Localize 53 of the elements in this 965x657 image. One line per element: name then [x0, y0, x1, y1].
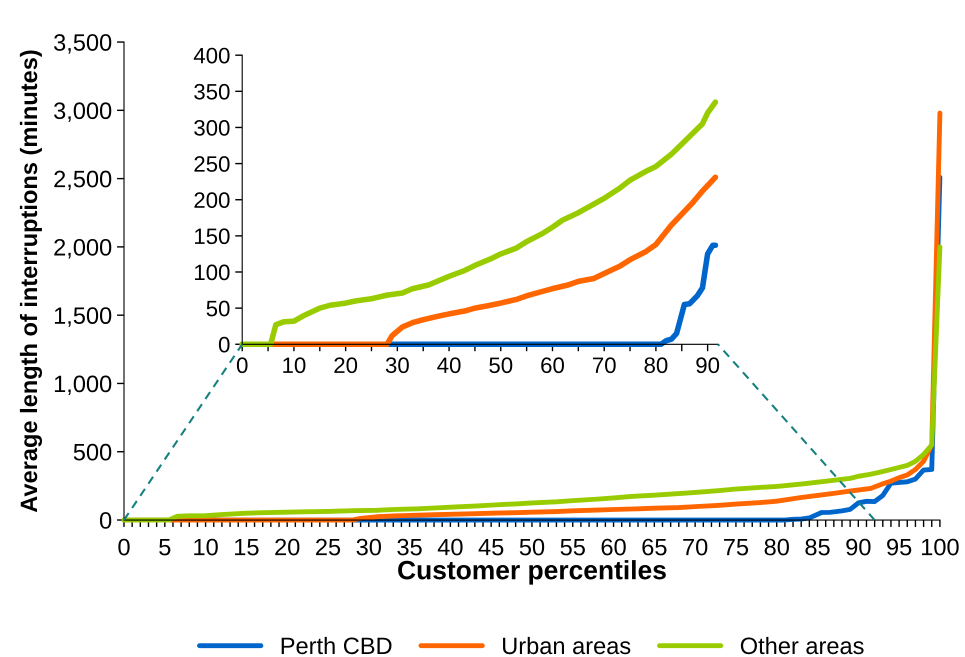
y-tick-label: 100: [195, 264, 230, 280]
x-tick-label: 35: [397, 538, 422, 556]
y-tick-label: 3,000: [54, 102, 112, 122]
x-tick-label: 85: [805, 538, 830, 556]
x-tick-label: 50: [489, 357, 512, 374]
x-tick-label: 90: [696, 357, 720, 374]
x-tick-label: 15: [235, 538, 259, 556]
y-tick-label: 1,500: [54, 307, 112, 327]
x-tick-label: 40: [437, 357, 461, 374]
y-tick-label: 0: [100, 512, 112, 529]
y-tick-label: 500: [74, 444, 112, 461]
x-tick-label: 75: [724, 538, 748, 556]
legend-label: Perth CBD: [282, 636, 392, 654]
y-tick-label: 150: [195, 228, 230, 244]
x-tick-label: 45: [478, 538, 504, 556]
x-tick-label: 50: [520, 538, 544, 556]
y-tick-label: 350: [194, 84, 230, 100]
x-tick-label: 70: [592, 357, 616, 374]
y-tick-label: 2,500: [54, 170, 112, 190]
y-tick-label: 300: [194, 120, 230, 136]
x-tick-label: 25: [316, 538, 340, 556]
x-tick-label: 0: [118, 538, 130, 556]
x-tick-label: 70: [683, 538, 708, 556]
x-tick-label: 10: [194, 538, 218, 556]
x-tick-label: 95: [887, 538, 912, 556]
y-tick-label: 200: [194, 192, 230, 208]
y-tick-label: 0: [218, 336, 230, 353]
y-axis-title: Average length of interruptions (minutes): [20, 50, 42, 512]
x-tick-label: 55: [560, 538, 585, 556]
x-tick-label: 80: [644, 357, 668, 374]
x-tick-label: 40: [438, 538, 463, 556]
x-tick-label: 0: [236, 357, 248, 374]
x-tick-label: 20: [334, 357, 358, 374]
x-tick-label: 90: [846, 538, 871, 556]
y-tick-label: 2,000: [54, 238, 112, 258]
x-axis-title: Customer percentiles: [398, 560, 666, 585]
x-tick-label: 60: [602, 538, 626, 556]
x-tick-label: 20: [275, 538, 300, 556]
y-tick-label: 400: [194, 48, 230, 64]
y-tick-label: 3,500: [54, 34, 112, 54]
x-tick-label: 60: [541, 357, 564, 374]
x-tick-label: 100: [922, 538, 959, 556]
legend-label: Other areas: [740, 636, 864, 654]
x-tick-label: 80: [764, 538, 789, 556]
legend-label: Urban areas: [503, 636, 630, 654]
y-tick-label: 1,000: [54, 376, 112, 396]
x-tick-label: 30: [386, 357, 409, 374]
y-tick-label: 50: [206, 300, 230, 316]
x-tick-label: 30: [356, 538, 381, 556]
y-tick-label: 250: [194, 156, 230, 172]
x-tick-label: 5: [159, 538, 170, 556]
x-tick-label: 10: [283, 357, 306, 374]
x-tick-label: 65: [642, 538, 666, 556]
